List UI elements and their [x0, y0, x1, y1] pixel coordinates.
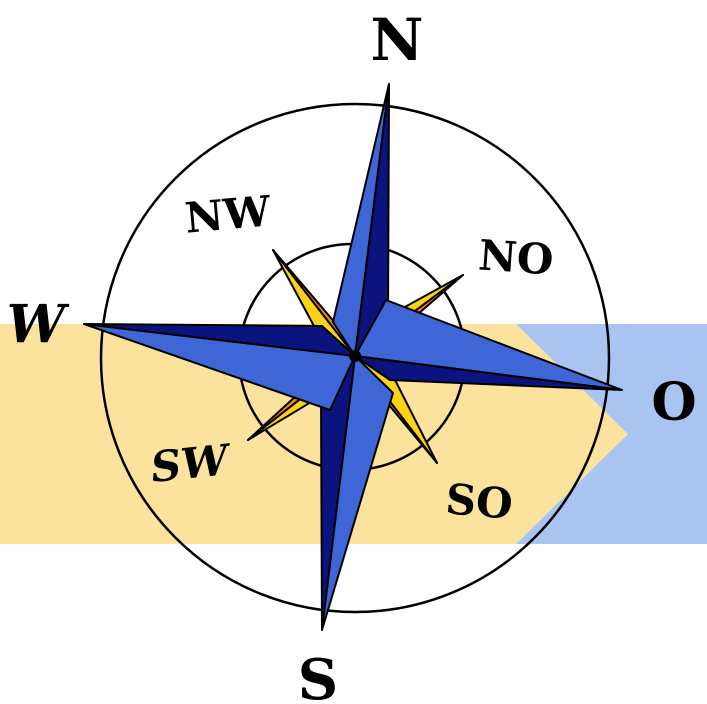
- outer-ring: [99, 102, 611, 614]
- cardinal-arm-o-b: [354, 355, 623, 391]
- label-north: N: [370, 6, 423, 74]
- cardinal-arm-w-b: [83, 323, 356, 357]
- label-east: O: [651, 372, 696, 433]
- band-right-blue: [516, 324, 707, 544]
- center-dot: [349, 350, 361, 362]
- label-west: W: [7, 294, 70, 355]
- label-northeast: NO: [477, 230, 555, 284]
- cardinal-star: [83, 83, 623, 631]
- label-southeast: SO: [444, 474, 515, 529]
- label-southwest: SW: [148, 435, 234, 492]
- label-northwest: NW: [183, 186, 273, 242]
- label-south: S: [298, 647, 338, 704]
